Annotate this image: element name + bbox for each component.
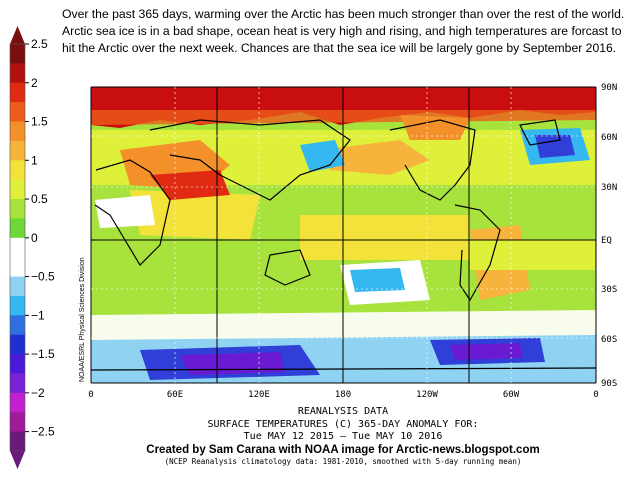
legend-swatch: [10, 334, 25, 355]
latitude-labels: 90N 60N 30N EQ 30S 60S 90S: [601, 83, 617, 389]
lat-label: EQ: [601, 236, 612, 246]
legend-swatch: [10, 121, 25, 142]
date-range: Tue MAY 12 2015 – Tue MAY 10 2016: [244, 431, 443, 442]
lat-label: 30S: [601, 285, 617, 295]
reanalysis-label: REANALYSIS DATA: [298, 406, 388, 417]
legend-swatch: [10, 44, 25, 64]
south-atlantic-mild: [470, 240, 595, 270]
legend-swatch: [10, 431, 25, 452]
legend-tick-label: 0: [31, 231, 38, 245]
legend-swatch: [10, 82, 25, 103]
antarctic-very-cold-east: [180, 352, 285, 375]
legend-tick-label: 0.5: [31, 192, 48, 206]
lat-label: 90S: [601, 379, 617, 389]
lon-label: 60E: [167, 390, 183, 400]
legend-swatch: [10, 179, 25, 200]
legend-arrow-bottom: [10, 451, 25, 469]
legend-swatch: [10, 237, 25, 258]
legend-tick-label: −1.5: [31, 347, 55, 361]
north-atlantic-cold: [535, 135, 575, 158]
credit-line: Created by Sam Carana with NOAA image fo…: [146, 444, 539, 456]
legend-tick-label: 1: [31, 153, 38, 167]
legend-swatch: [10, 373, 25, 394]
color-legend: 2.5 2 1.5 1 0.5 0 −0.5 −1 −1.5 −2 −2.5: [9, 26, 55, 469]
legend-tick-label: −0.5: [31, 270, 55, 284]
legend-swatch: [10, 63, 25, 84]
longitude-labels: 0 60E 120E 180 120W 60W 0: [88, 390, 598, 400]
legend-swatch: [10, 140, 25, 161]
legend-tick-label: 2.5: [31, 37, 48, 51]
legend-tick-label: −2: [31, 386, 45, 400]
lon-label: 0: [88, 390, 93, 400]
legend-swatch: [10, 412, 25, 433]
legend-swatch: [10, 315, 25, 336]
warm-spot-asia: [150, 170, 230, 200]
legend-tick-label: 2: [31, 76, 38, 90]
side-credit: NOAA/ESRL Physical Sciences Division: [79, 257, 86, 382]
climatology-note: (NCEP Reanalysis climatology data: 1981-…: [165, 457, 522, 466]
lat-label: 60N: [601, 133, 617, 143]
africa-neutral: [95, 195, 155, 228]
map-minor-grid: [91, 87, 596, 383]
legend-swatch: [10, 295, 25, 316]
south-pacific-cool: [350, 268, 405, 292]
legend-swatch: [10, 276, 25, 297]
legend-swatch: [10, 257, 25, 278]
legend-swatch: [10, 392, 25, 413]
caption-text: Over the past 365 days, warming over the…: [62, 7, 625, 55]
lon-label: 0: [593, 390, 598, 400]
anomaly-map: [90, 86, 597, 384]
siberia-cool: [300, 140, 345, 172]
lat-label: 30N: [601, 183, 617, 193]
lon-label: 180: [335, 390, 351, 400]
legend-arrow-top: [10, 26, 25, 44]
legend-tick-label: −2.5: [31, 425, 55, 439]
antarctic-very-cold-west: [450, 343, 522, 360]
lon-label: 60W: [503, 390, 520, 400]
alaska-warm: [400, 115, 470, 140]
central-pacific-warm: [300, 215, 470, 260]
lon-label: 120E: [248, 390, 270, 400]
map-grid: [90, 86, 597, 384]
legend-swatch: [10, 102, 25, 123]
lat-label: 90N: [601, 83, 617, 93]
map-title: SURFACE TEMPERATURES (C) 365-DAY ANOMALY…: [208, 419, 479, 430]
legend-tick-label: −1: [31, 308, 45, 322]
lon-label: 120W: [416, 390, 438, 400]
legend-tick-label: 1.5: [31, 115, 48, 129]
legend-swatch: [10, 218, 25, 239]
legend-swatch: [10, 354, 25, 374]
lat-label: 60S: [601, 335, 617, 345]
north-pacific-warm: [320, 140, 430, 175]
legend-swatch: [10, 160, 25, 181]
legend-frame: [9, 43, 26, 452]
legend-swatch: [10, 199, 25, 219]
indian-ocean-warm: [130, 190, 260, 240]
bottom-text: REANALYSIS DATA SURFACE TEMPERATURES (C)…: [208, 406, 479, 442]
